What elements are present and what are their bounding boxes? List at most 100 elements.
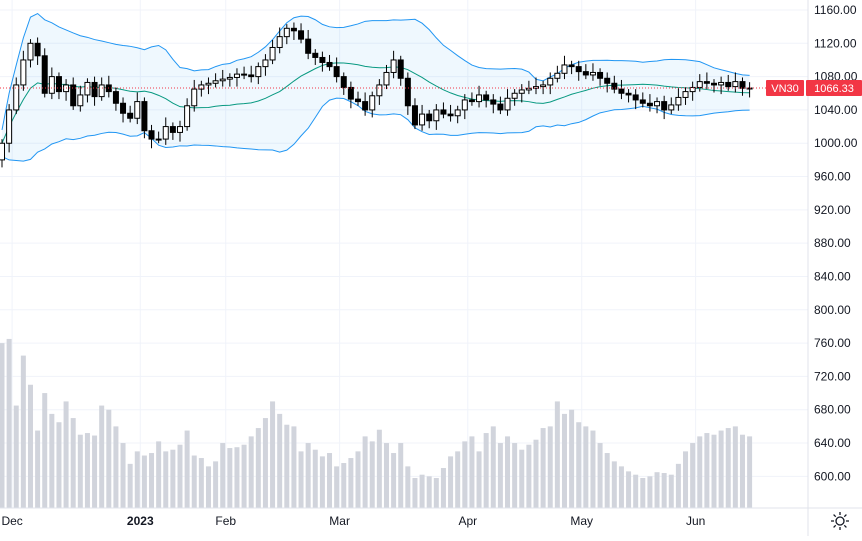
volume-bar <box>711 434 717 508</box>
candlesticks <box>0 22 753 168</box>
candle-body <box>490 99 497 105</box>
candle-body <box>241 73 248 76</box>
candle-body <box>483 94 490 101</box>
volume-bar <box>205 466 211 508</box>
candle-body <box>554 72 561 79</box>
volume-bar <box>626 471 632 508</box>
candle-body <box>682 91 689 98</box>
volume-bar <box>305 443 311 508</box>
volume-bar <box>284 424 290 508</box>
volume-bar <box>661 473 667 508</box>
candle-body <box>376 84 383 97</box>
candle-body <box>711 82 717 86</box>
volume-bar <box>6 338 12 508</box>
candle-body <box>668 104 675 111</box>
volume-bar <box>383 443 389 508</box>
volume-bar <box>604 453 610 508</box>
volume-bar <box>433 478 439 508</box>
candle-body <box>718 81 725 86</box>
volume-bar <box>675 463 681 508</box>
candle-body <box>419 113 426 126</box>
volume-bar <box>647 476 653 508</box>
volume-bar <box>362 436 368 508</box>
last-price-tag-text: 1066.33 <box>814 83 854 95</box>
volume-bar <box>163 451 169 508</box>
candle-body <box>169 126 176 133</box>
volume-bar <box>134 451 140 508</box>
candle-body <box>112 91 119 104</box>
volume-bar <box>312 449 318 508</box>
volume-bar <box>448 456 454 508</box>
candle-body <box>661 101 668 111</box>
gridlines <box>0 0 808 508</box>
price-tick-label: 1040.00 <box>814 103 858 117</box>
candle-body <box>575 66 582 73</box>
candle-body <box>41 55 48 94</box>
volume-bar <box>27 384 33 508</box>
volume-bar <box>63 401 69 508</box>
candle-body <box>333 66 340 78</box>
candle-body <box>497 103 504 111</box>
candle-body <box>233 73 240 78</box>
candle-body <box>547 77 554 86</box>
candle-body <box>27 42 34 61</box>
volume-bar <box>668 474 674 508</box>
candle-body <box>362 101 369 111</box>
candle-body <box>611 82 618 90</box>
price-tick-label: 840.00 <box>814 269 851 283</box>
volume-bar <box>334 466 340 508</box>
volume-bar <box>355 451 361 508</box>
candle-body <box>468 99 475 103</box>
volume-bar <box>120 443 126 508</box>
candle-body <box>34 42 41 57</box>
volume-bar <box>177 444 183 508</box>
candle-body <box>397 59 404 79</box>
candle-body <box>390 59 397 73</box>
candle-body <box>219 78 226 82</box>
candle-body <box>461 99 468 111</box>
candle-body <box>561 64 568 74</box>
settings-gear-icon[interactable] <box>829 510 851 532</box>
volume-bar <box>77 434 83 508</box>
volume-bar <box>547 426 553 508</box>
candle-body <box>696 81 703 88</box>
volume-bar <box>505 436 511 508</box>
candle-body <box>347 86 354 100</box>
candle-body <box>120 102 127 114</box>
candle-body <box>248 74 255 78</box>
price-tick-label: 960.00 <box>814 170 851 184</box>
volume-bar <box>618 466 624 508</box>
volume-bar <box>42 393 48 508</box>
price-tick-label: 1160.00 <box>814 3 857 17</box>
time-axis[interactable]: Dec 2023 Feb Mar Apr May Jun <box>0 507 862 528</box>
volume-bar <box>348 458 354 508</box>
volume-bar <box>526 444 532 508</box>
volume-bar <box>298 451 304 508</box>
time-tick-label: Feb <box>215 514 236 528</box>
volume-bar <box>483 433 489 508</box>
candle-body <box>177 126 183 133</box>
candle-body <box>589 71 596 76</box>
volume-bar <box>184 430 190 508</box>
candle-body <box>433 109 440 122</box>
candle-body <box>0 142 5 161</box>
volume-bar <box>70 418 76 508</box>
volume-bar <box>369 441 375 508</box>
volume-bar <box>419 474 425 508</box>
candle-body <box>290 27 297 32</box>
volume-bar <box>690 443 696 508</box>
volume-bar <box>277 413 283 508</box>
time-tick-label: May <box>570 514 593 528</box>
candle-body <box>568 64 575 68</box>
volume-bar <box>725 428 731 508</box>
volume-bar <box>49 413 55 508</box>
candle-body <box>84 81 91 96</box>
volume-bar <box>640 478 646 508</box>
candle-body <box>739 81 746 89</box>
candle-body <box>55 76 62 93</box>
candle-body <box>198 84 205 90</box>
volume-bar <box>440 468 446 508</box>
candle-body <box>283 27 290 38</box>
